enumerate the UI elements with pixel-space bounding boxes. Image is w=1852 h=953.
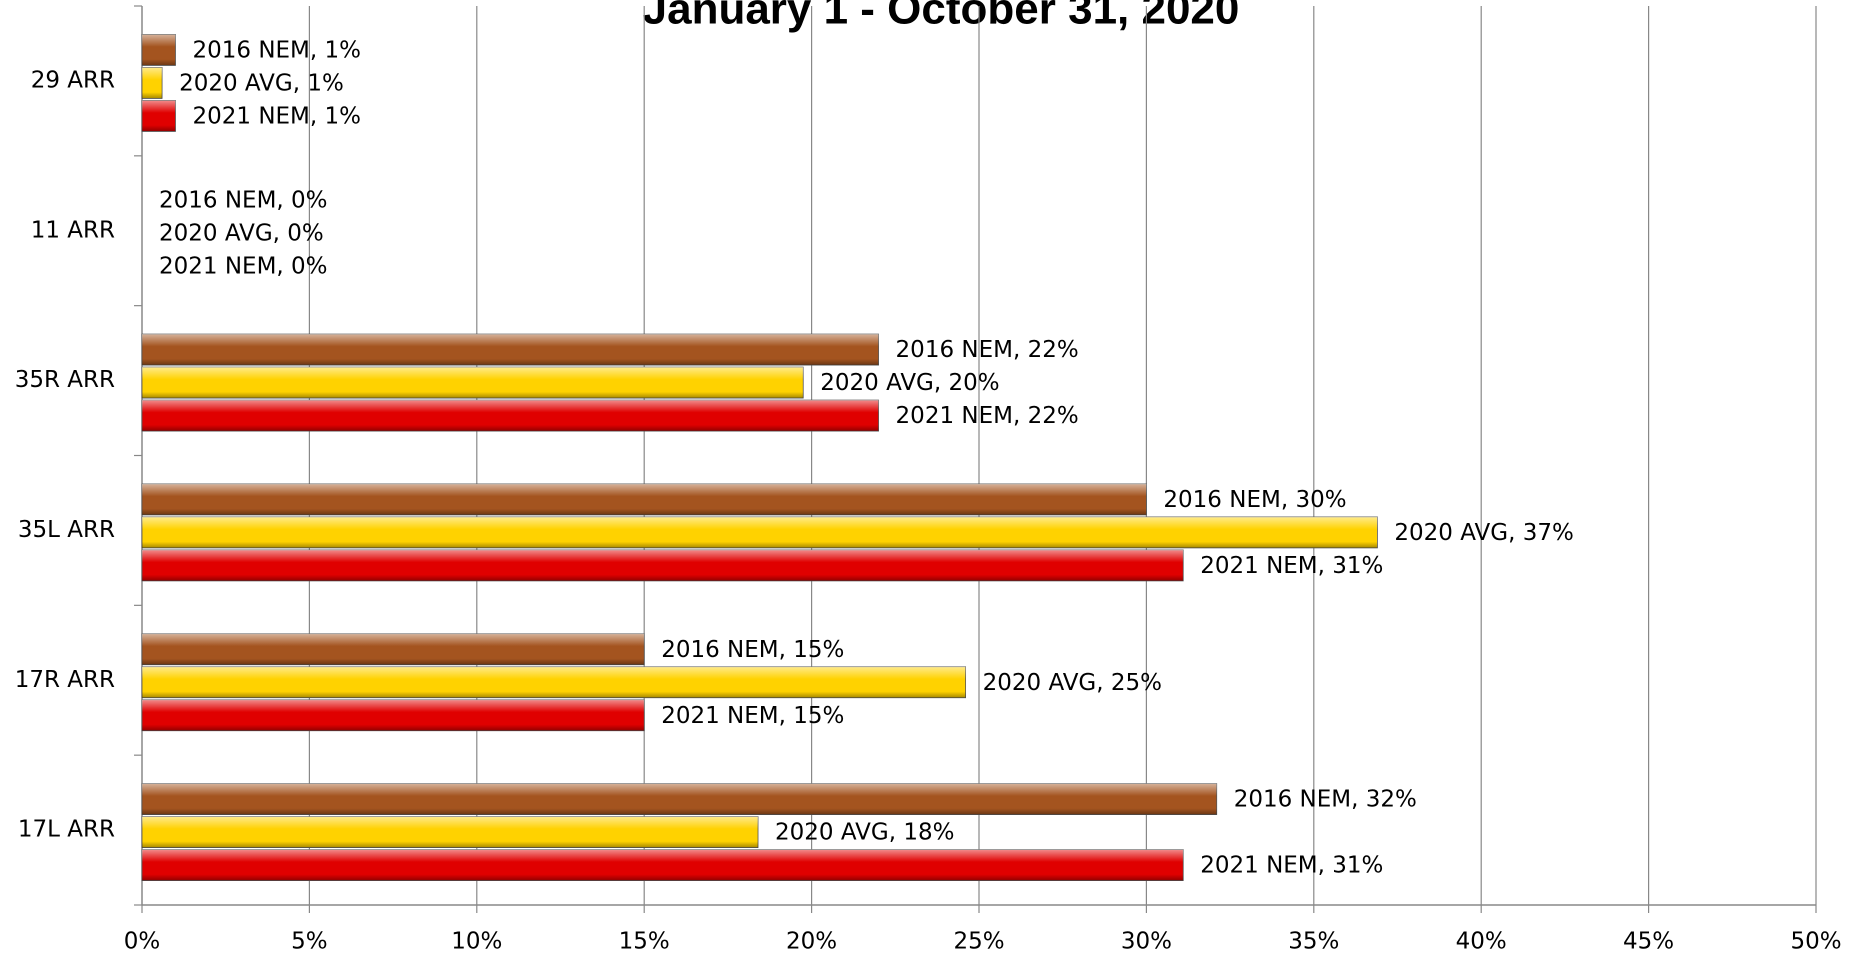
- x-tick-label: 10%: [451, 929, 502, 953]
- y-tick-label: 29 ARR: [31, 67, 115, 93]
- bar-shade: [142, 516, 1378, 548]
- y-tick-label: 35L ARR: [18, 517, 115, 543]
- chart-title: January 1 - October 31, 2020: [643, 0, 1240, 34]
- y-tick-label: 11 ARR: [31, 217, 115, 243]
- data-label: 2020 AVG, 1%: [179, 70, 344, 96]
- bar-shade: [142, 633, 645, 665]
- y-tick-label: 17R ARR: [15, 667, 115, 693]
- data-label: 2016 NEM, 0%: [159, 187, 328, 213]
- data-label: 2021 NEM, 31%: [1200, 853, 1383, 879]
- data-label: 2016 NEM, 1%: [192, 37, 361, 63]
- bar-shade: [142, 699, 645, 731]
- data-label: 2016 NEM, 15%: [661, 637, 844, 663]
- x-tick-label: 20%: [786, 929, 837, 953]
- x-tick-label: 15%: [619, 929, 670, 953]
- data-label: 2020 AVG, 20%: [820, 370, 999, 396]
- bar-shade: [142, 400, 879, 432]
- data-label: 2016 NEM, 32%: [1234, 787, 1417, 813]
- x-tick-label: 25%: [953, 929, 1004, 953]
- data-label: 2020 AVG, 0%: [159, 220, 324, 246]
- data-label: 2016 NEM, 30%: [1163, 487, 1346, 513]
- x-tick-label: 35%: [1288, 929, 1339, 953]
- x-tick-label: 5%: [291, 929, 328, 953]
- data-label: 2020 AVG, 25%: [983, 670, 1162, 696]
- bar-shade: [142, 67, 163, 99]
- bar-shade: [142, 849, 1184, 881]
- y-tick-label: 35R ARR: [15, 367, 115, 393]
- bar-shade: [142, 34, 176, 66]
- bar-shade: [142, 816, 759, 848]
- bar-shade: [142, 483, 1147, 515]
- bar-shade: [142, 367, 804, 399]
- x-tick-label: 0%: [124, 929, 161, 953]
- data-label: 2021 NEM, 22%: [896, 403, 1079, 429]
- x-tick-label: 40%: [1456, 929, 1507, 953]
- x-tick-label: 45%: [1623, 929, 1674, 953]
- data-label: 2021 NEM, 1%: [192, 103, 361, 129]
- bar-shade: [142, 783, 1217, 815]
- data-label: 2021 NEM, 31%: [1200, 553, 1383, 579]
- bar-shade: [142, 549, 1184, 581]
- data-label: 2020 AVG, 18%: [775, 820, 954, 846]
- data-label: 2016 NEM, 22%: [896, 337, 1079, 363]
- data-label: 2021 NEM, 15%: [661, 703, 844, 729]
- x-tick-label: 30%: [1121, 929, 1172, 953]
- bar-shade: [142, 100, 176, 132]
- bar-shade: [142, 334, 879, 366]
- data-label: 2021 NEM, 0%: [159, 253, 328, 279]
- bar-shade: [142, 666, 966, 698]
- x-tick-label: 50%: [1790, 929, 1841, 953]
- y-tick-label: 17L ARR: [18, 817, 115, 843]
- data-label: 2020 AVG, 37%: [1394, 520, 1573, 546]
